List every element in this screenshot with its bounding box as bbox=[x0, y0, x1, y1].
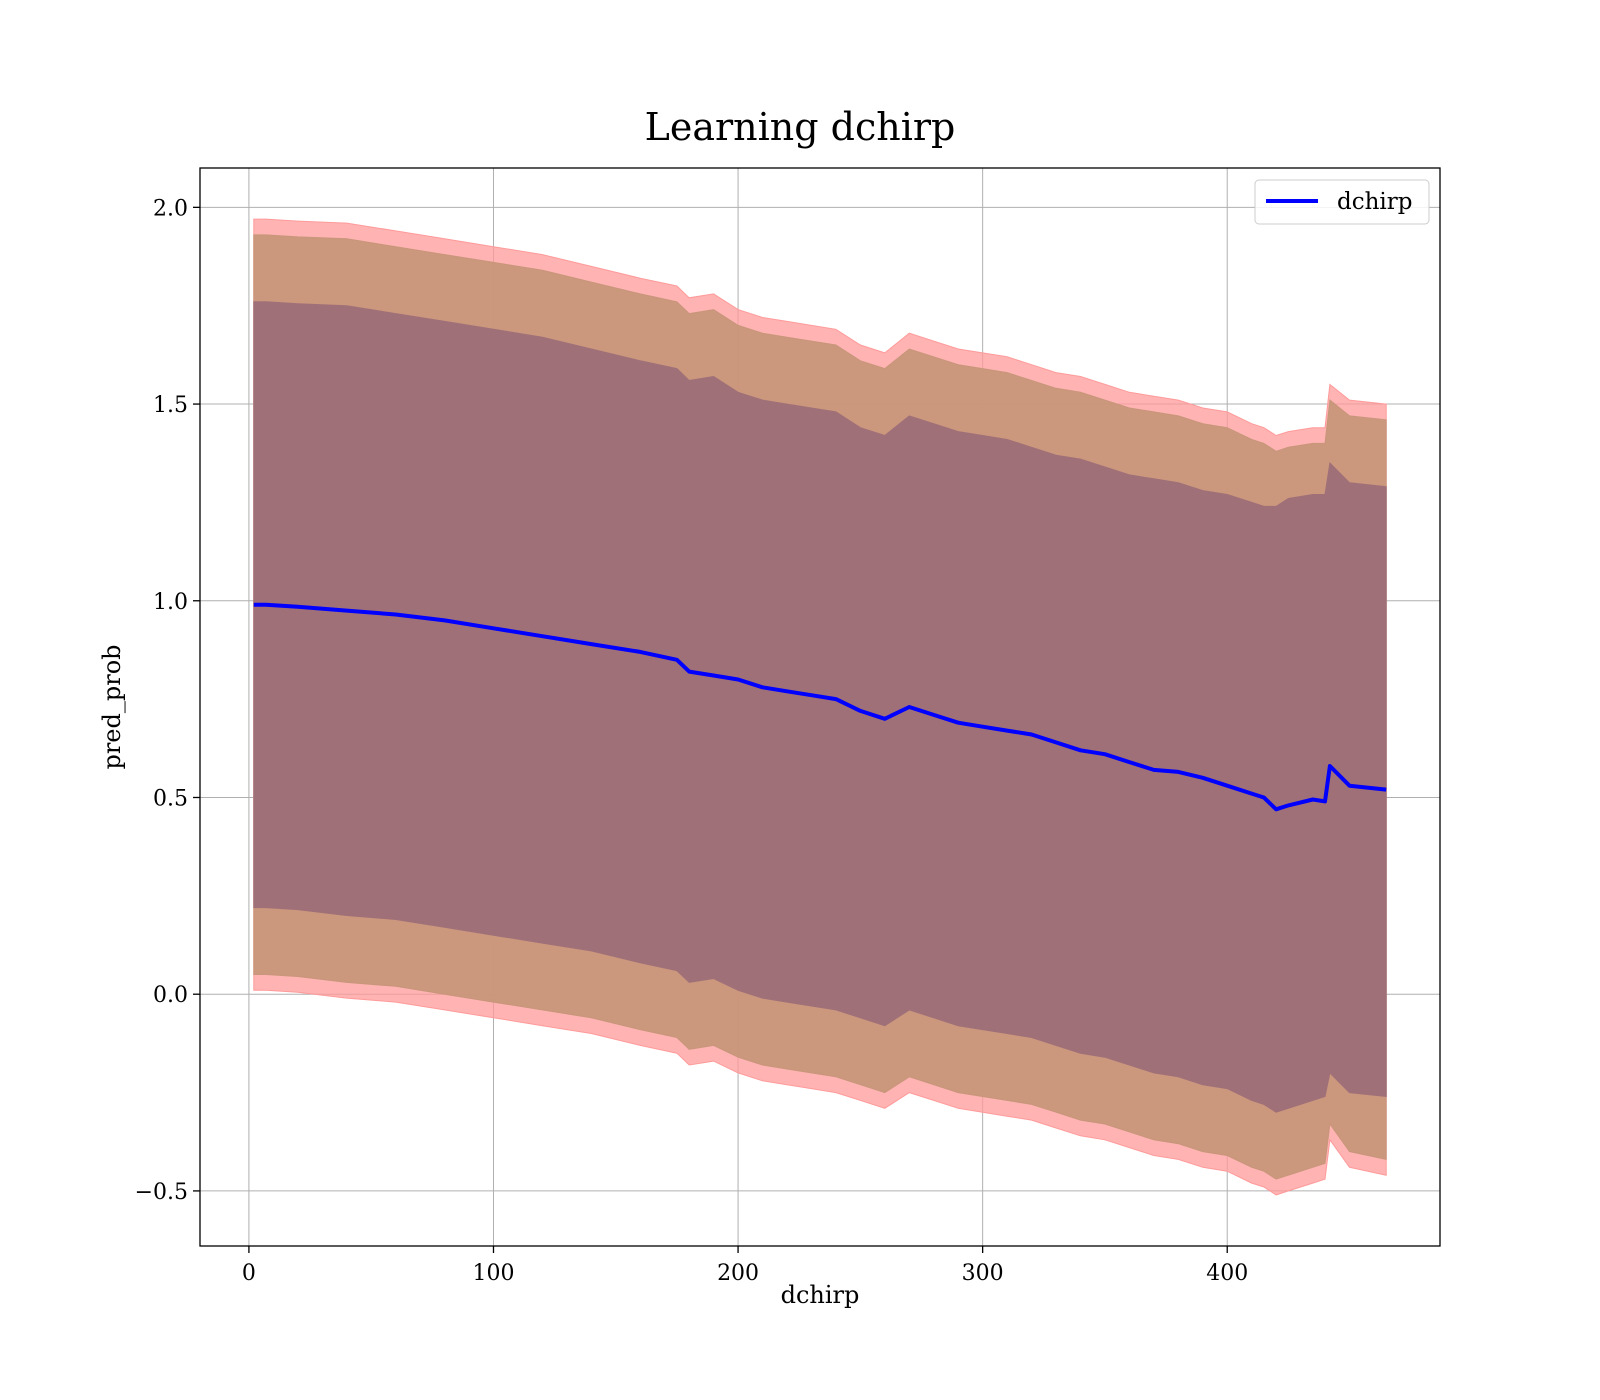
y-ticks: −0.5 0.0 0.5 1.0 1.5 2.0 bbox=[135, 196, 200, 1205]
x-ticks: 0 100 200 300 400 bbox=[242, 1246, 1248, 1286]
plot-frame bbox=[199, 167, 1441, 1247]
legend: dchirp bbox=[1254, 179, 1430, 225]
confidence-bands bbox=[253, 218, 1387, 1196]
series-line-dchirp bbox=[253, 602, 1387, 812]
legend-entry-dchirp: dchirp bbox=[1337, 189, 1413, 215]
y-tick-label-4: 1.5 bbox=[153, 393, 188, 418]
legend-box bbox=[1254, 179, 1430, 225]
y-tick-label-5: 2.0 bbox=[153, 196, 188, 221]
x-tick-label-2: 200 bbox=[717, 1261, 759, 1286]
band-inner bbox=[253, 301, 1387, 1113]
y-tick-label-3: 1.0 bbox=[153, 590, 188, 615]
y-axis-label: pred_prob bbox=[98, 644, 126, 769]
series-lines bbox=[253, 602, 1387, 812]
chart-title: Learning dchirp bbox=[645, 105, 956, 149]
x-tick-label-3: 300 bbox=[962, 1261, 1004, 1286]
x-tick-label-1: 100 bbox=[472, 1261, 514, 1286]
y-tick-label-1: 0.0 bbox=[153, 983, 188, 1008]
y-tick-label-2: 0.5 bbox=[153, 786, 188, 811]
x-tick-label-0: 0 bbox=[242, 1261, 256, 1286]
x-axis-label: dchirp bbox=[781, 1281, 860, 1309]
y-tick-label-0: −0.5 bbox=[135, 1180, 188, 1205]
x-tick-label-4: 400 bbox=[1206, 1261, 1248, 1286]
